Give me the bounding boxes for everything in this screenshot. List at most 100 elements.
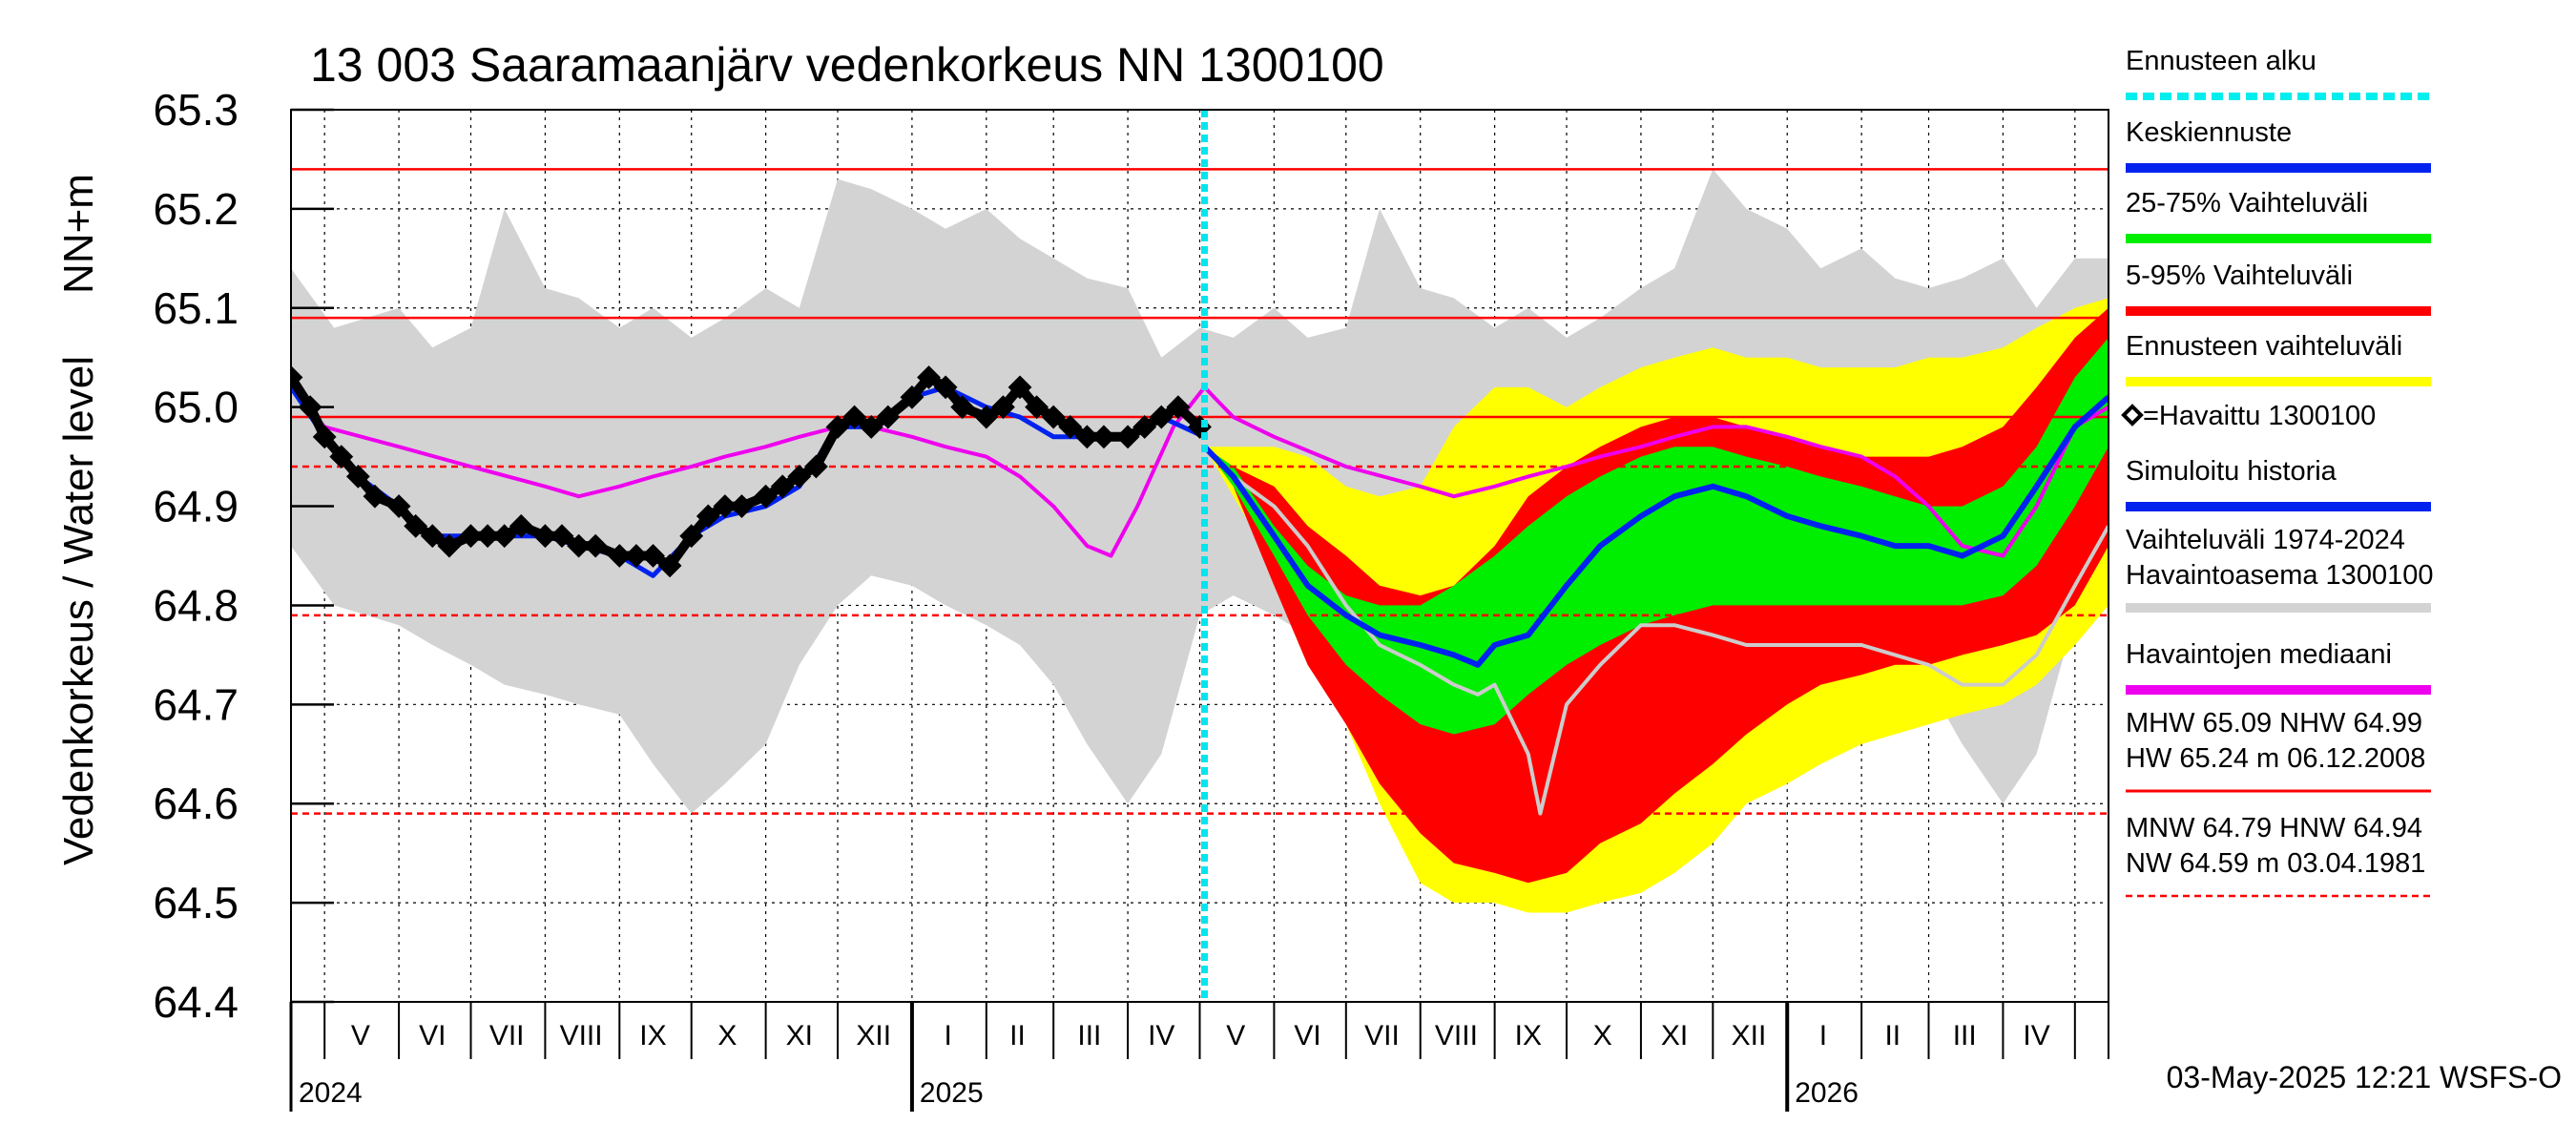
x-month-label: II <box>1009 1020 1026 1051</box>
x-month-label: IX <box>1515 1020 1542 1051</box>
observed-point <box>583 533 608 558</box>
legend-label: Keskiennuste <box>2126 117 2292 148</box>
y-axis-unit: NN+m <box>55 174 102 294</box>
x-month-label: XI <box>1661 1020 1688 1051</box>
observed-point <box>363 484 387 509</box>
observed-point <box>1091 425 1116 449</box>
y-tick-label: 64.6 <box>153 779 239 828</box>
observed-point <box>859 415 883 439</box>
x-month-label: V <box>1226 1020 1245 1051</box>
legend: Ennusteen alku Keskiennuste 25-75% Vaihtel… <box>2121 46 2433 898</box>
x-month-label: I <box>1819 1020 1827 1051</box>
observed-point <box>1058 415 1083 439</box>
series-layer <box>291 168 2109 913</box>
x-month-label: III <box>1077 1020 1101 1051</box>
chart-title: 13 003 Saaramaanjärv vedenkorkeus NN 130… <box>310 38 1384 92</box>
observed-point <box>1115 425 1140 449</box>
legend-item: Havaintojen mediaani <box>2126 639 2431 695</box>
y-tick-label: 64.8 <box>153 580 239 630</box>
x-month-label: VI <box>1294 1020 1320 1051</box>
observed-point <box>345 464 370 489</box>
observed-point <box>842 405 867 429</box>
observed-point <box>404 513 428 538</box>
observed-point <box>825 415 850 439</box>
legend-label: Ennusteen vaihteluväli <box>2126 331 2402 362</box>
observed-point <box>607 544 632 568</box>
x-month-label: XI <box>786 1020 813 1051</box>
x-month-label: VIII <box>560 1020 603 1051</box>
observed-point <box>713 494 737 518</box>
observed-point <box>1166 395 1191 420</box>
observed-point <box>459 524 483 549</box>
legend-item: 25-75% Vaihteluväli <box>2126 188 2431 243</box>
observed-point <box>550 524 574 549</box>
x-month-label: VII <box>489 1020 525 1051</box>
legend-item: 5-95% Vaihteluväli <box>2126 260 2431 316</box>
observed-point <box>329 445 354 469</box>
observed-point <box>532 524 557 549</box>
observed-point <box>730 494 754 518</box>
legend-label-2: Havaintoasema 1300100 <box>2126 560 2433 591</box>
y-axis-label: Vedenkorkeus / Water level <box>55 356 102 865</box>
observed-point <box>1041 405 1066 429</box>
x-month-label: II <box>1884 1020 1901 1051</box>
x-month-label: VIII <box>1435 1020 1478 1051</box>
y-tick-label: 64.5 <box>153 878 239 927</box>
x-month-label: X <box>717 1020 737 1051</box>
band-25-75-vaihteluv-li <box>1204 337 2109 735</box>
observed-point <box>754 484 779 509</box>
x-month-label: IX <box>639 1020 666 1051</box>
x-month-label: III <box>1953 1020 1977 1051</box>
y-tick-label: 64.4 <box>153 977 239 1027</box>
legend-item: MHW 65.09 NHW 64.99 HW 65.24 m 06.12.2008 <box>2126 708 2431 793</box>
legend-label: 25-75% Vaihteluväli <box>2126 188 2368 219</box>
observed-point <box>1008 375 1032 400</box>
observed-point <box>420 524 445 549</box>
x-month-label: IV <box>1148 1020 1174 1051</box>
y-tick-label: 65.3 <box>153 85 239 135</box>
observed-point <box>1074 425 1099 449</box>
observed-point <box>492 524 517 549</box>
y-tick-label: 64.9 <box>153 482 239 531</box>
legend-label: Vaihteluväli 1974-2024 <box>2126 525 2405 555</box>
legend-item: =Havaittu 1300100 <box>2121 401 2376 431</box>
observed-point <box>641 544 665 568</box>
observed-point <box>312 425 337 449</box>
x-month-label: I <box>944 1020 951 1051</box>
observed-point <box>803 454 828 479</box>
x-month-label: V <box>351 1020 370 1051</box>
observed-point <box>933 375 958 400</box>
observed-point <box>1132 415 1157 439</box>
legend-label-2: HW 65.24 m 06.12.2008 <box>2126 743 2425 774</box>
observed-point <box>657 553 682 578</box>
y-tick-label: 65.2 <box>153 184 239 234</box>
legend-item: MNW 64.79 HNW 64.94 NW 64.59 m 03.04.1981 <box>2126 813 2431 898</box>
observed-point <box>787 464 812 489</box>
observed-point <box>386 494 411 518</box>
x-year-label: 2026 <box>1795 1077 1859 1109</box>
observed-point <box>917 365 941 389</box>
observed-point <box>567 533 591 558</box>
legend-item: Vaihteluväli 1974-2024 Havaintoasema 130… <box>2126 525 2433 613</box>
observed-point <box>1149 405 1174 429</box>
legend-label: =Havaittu 1300100 <box>2143 401 2376 431</box>
timestamp-footer: 03-May-2025 12:21 WSFS-O <box>2167 1060 2562 1094</box>
observed-point <box>900 385 924 409</box>
y-tick-label: 64.7 <box>153 679 239 729</box>
legend-item: Ennusteen vaihteluväli <box>2126 331 2431 386</box>
y-tick-label: 65.0 <box>153 383 239 432</box>
observed-point <box>509 513 533 538</box>
x-month-label: IV <box>2023 1020 2049 1051</box>
observed-point <box>624 544 649 568</box>
observed-point <box>679 524 704 549</box>
x-month-label: VI <box>419 1020 446 1051</box>
legend-label: Havaintojen mediaani <box>2126 639 2392 670</box>
x-month-label: XII <box>1732 1020 1767 1051</box>
x-month-label: X <box>1593 1020 1612 1051</box>
legend-label: 5-95% Vaihteluväli <box>2126 260 2353 291</box>
x-year-label: 2025 <box>920 1077 984 1109</box>
y-tick-label: 65.1 <box>153 283 239 333</box>
observed-point <box>770 474 795 499</box>
legend-label: Ennusteen alku <box>2126 46 2316 76</box>
